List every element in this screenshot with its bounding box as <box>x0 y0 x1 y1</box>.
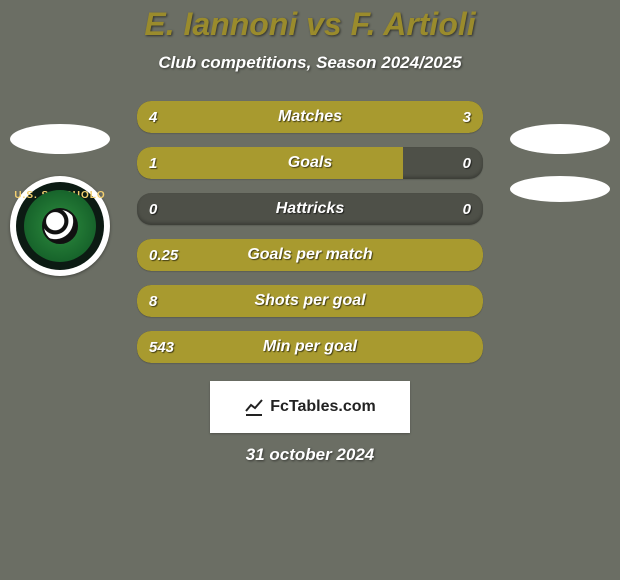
stat-label: Goals <box>137 147 483 179</box>
stat-row: 43Matches <box>137 101 483 133</box>
stat-row: 8Shots per goal <box>137 285 483 317</box>
stat-label: Matches <box>137 101 483 133</box>
stat-label: Shots per goal <box>137 285 483 317</box>
player-left-avatar <box>10 124 110 154</box>
stat-row: 0.25Goals per match <box>137 239 483 271</box>
page-title: E. Iannoni vs F. Artioli <box>0 6 620 43</box>
brand-text: FcTables.com <box>270 398 376 416</box>
club-left-logo: U.S. SASSUOLO <box>10 176 110 276</box>
chart-icon <box>244 397 264 417</box>
stat-row: 543Min per goal <box>137 331 483 363</box>
stat-row: 00Hattricks <box>137 193 483 225</box>
subtitle: Club competitions, Season 2024/2025 <box>0 53 620 73</box>
soccer-ball-icon <box>42 208 78 244</box>
player-right-avatar <box>510 124 610 154</box>
stat-label: Hattricks <box>137 193 483 225</box>
brand-badge[interactable]: FcTables.com <box>210 381 410 433</box>
stat-label: Min per goal <box>137 331 483 363</box>
footer-date: 31 october 2024 <box>0 445 620 465</box>
stat-label: Goals per match <box>137 239 483 271</box>
stat-row: 10Goals <box>137 147 483 179</box>
club-right-placeholder <box>510 176 610 202</box>
stats-bars: 43Matches 10Goals 00Hattricks 0.25Goals per… <box>137 101 483 363</box>
comparison-card: E. Iannoni vs F. Artioli Club competitio… <box>0 0 620 580</box>
